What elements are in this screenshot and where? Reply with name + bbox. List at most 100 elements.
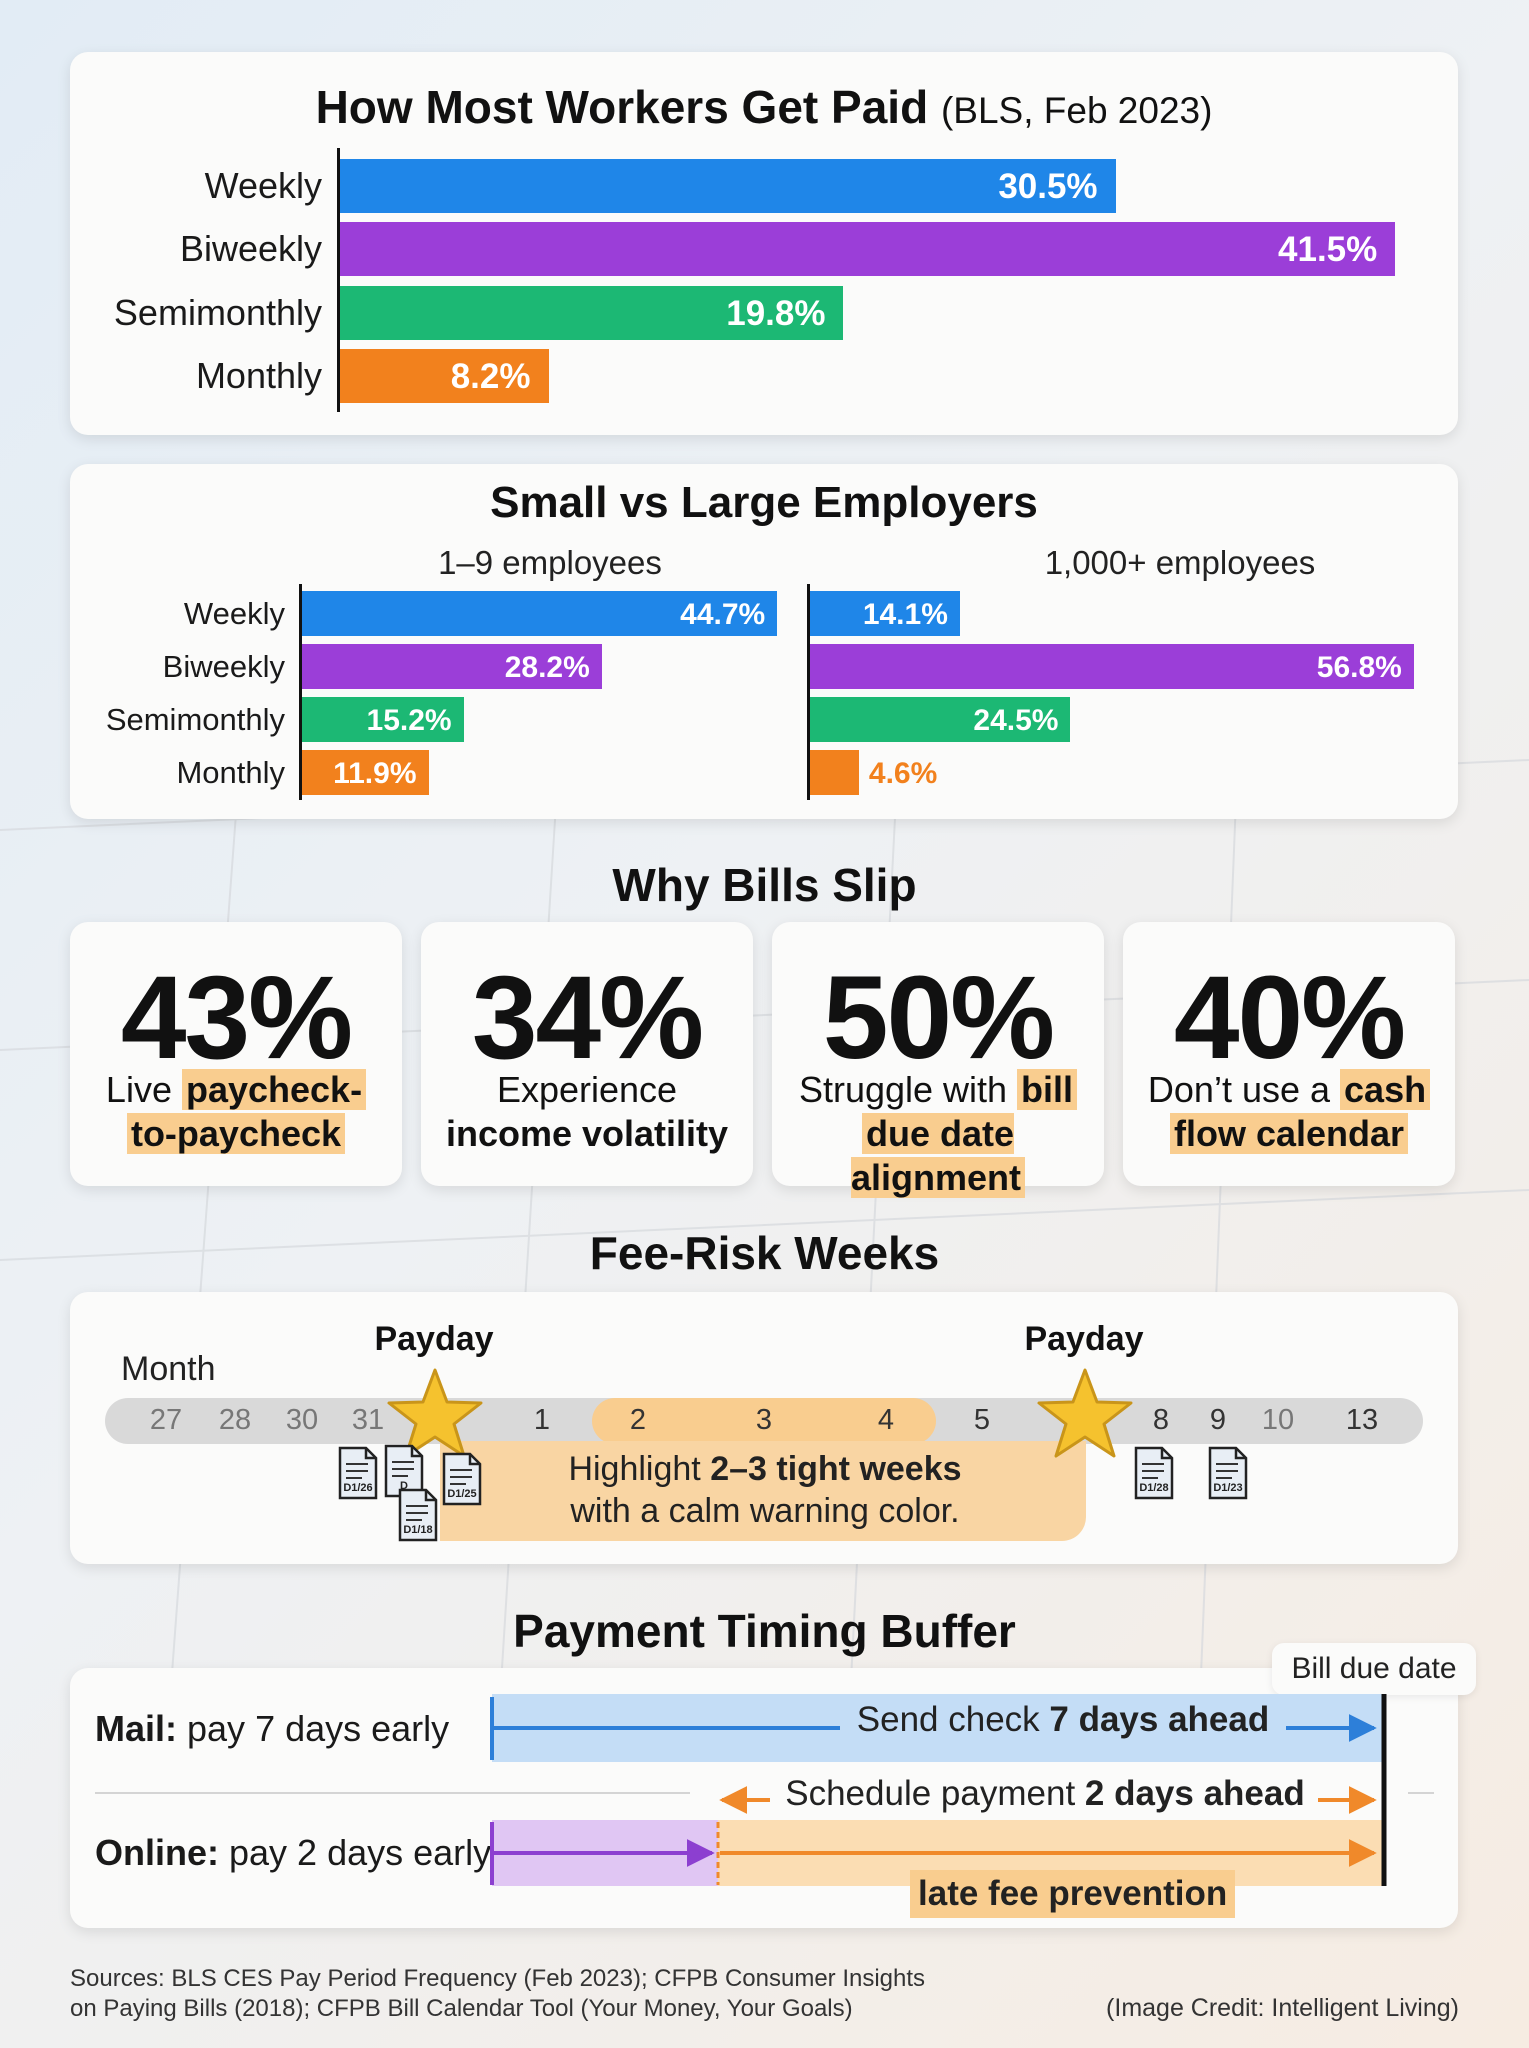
bill-document-date-2: D1/25	[447, 1488, 477, 1500]
employer-size-card: Small vs Large Employers 1–9 employees 1…	[70, 464, 1458, 819]
stat-number-2: 50%	[822, 952, 1055, 1084]
payday-label-1: Payday	[374, 1320, 494, 1358]
stat-text-2: Struggle with bill due date alignment	[772, 1068, 1104, 1200]
late-fee-label: late fee prevention	[910, 1870, 1236, 1918]
employer-size-value-0-monthly: 11.9%	[333, 757, 417, 790]
timeline-day-5: 5	[973, 1404, 991, 1436]
note-text-post: with a calm warning color.	[570, 1492, 960, 1530]
timeline-day-4: 4	[877, 1404, 895, 1436]
stat-pre-1: Experience	[496, 1069, 678, 1110]
employer-size-label-biweekly: Biweekly	[162, 649, 285, 684]
timeline-day-10: 10	[1261, 1404, 1295, 1436]
bill-document-icon-1	[384, 1444, 424, 1498]
mail-label: Mail: pay 7 days early	[95, 1708, 449, 1750]
pay-frequency-value-semimonthly: 19.8%	[726, 294, 826, 333]
timeline-day-8: 8	[1152, 1404, 1170, 1436]
employer-size-value-0-weekly: 44.7%	[680, 598, 766, 631]
timeline-day-28: 28	[218, 1404, 252, 1436]
employer-size-value-0-semimonthly: 15.2%	[366, 704, 452, 737]
pay-frequency-label-biweekly: Biweekly	[179, 228, 322, 269]
stat-number-0: 43%	[120, 952, 353, 1084]
pay-frequency-axis	[337, 148, 340, 412]
employer-size-bar-1-biweekly	[810, 644, 1414, 689]
bill-document-icon-4	[1134, 1446, 1174, 1500]
payday-label-2: Payday	[1024, 1320, 1144, 1358]
pay-frequency-value-monthly: 8.2%	[450, 357, 531, 396]
mail-label-bold: Mail:	[95, 1708, 178, 1749]
stat-line1-3: Don’t use a cash	[1123, 1068, 1455, 1112]
stat-highlight2-3: flow calendar	[1169, 1113, 1409, 1154]
tight-weeks-note-box	[440, 1441, 1086, 1541]
mail-arrow-label-pre: Send check	[856, 1700, 1050, 1739]
schedule-label-bold: 2 days ahead	[1084, 1774, 1305, 1813]
bill-document-date-0: D1/26	[343, 1482, 373, 1494]
image-credit: (Image Credit: Intelligent Living)	[1106, 1994, 1459, 2022]
pay-frequency-title-text: How Most Workers Get Paid	[315, 81, 929, 133]
pay-frequency-bar-weekly	[340, 159, 1116, 213]
fee-risk-title: Fee-Risk Weeks	[589, 1227, 940, 1279]
bill-document-date-5: D1/23	[1213, 1482, 1243, 1494]
employer-size-label-semimonthly: Semimonthly	[105, 702, 285, 737]
stat-mid-1: income volatility	[445, 1113, 729, 1154]
stat-text-0: Live paycheck-to-paycheck	[70, 1068, 402, 1156]
stat-highlight2-0: to-paycheck	[126, 1113, 346, 1154]
section-divider-right	[1408, 1792, 1434, 1794]
payment-buffer-title: Payment Timing Buffer	[513, 1605, 1016, 1657]
stat-highlight1-3: cash	[1340, 1069, 1431, 1110]
timeline-day-27: 27	[149, 1404, 183, 1436]
stat-line1-1: Experience	[421, 1068, 753, 1112]
pay-frequency-bar-semimonthly	[340, 286, 844, 340]
schedule-label-pre: Schedule payment	[785, 1774, 1085, 1813]
month-label: Month	[121, 1350, 216, 1388]
stat-line1-2: Struggle with bill	[772, 1068, 1104, 1112]
schedule-label: Schedule payment 2 days ahead	[778, 1774, 1312, 1814]
mail-arrow-label: Send check 7 days ahead	[848, 1700, 1278, 1740]
tight-weeks-band	[592, 1398, 936, 1444]
employer-size-axis-1	[807, 584, 810, 800]
bill-document-icon-5	[1208, 1446, 1248, 1500]
bill-document-icon-3	[398, 1488, 438, 1542]
stat-card-3: 40% Don’t use a cash flow calendar	[1123, 922, 1455, 1186]
mail-arrow-label-bold: 7 days ahead	[1049, 1700, 1270, 1739]
employer-size-bar-1-semimonthly	[810, 697, 1071, 742]
employer-size-value-0-biweekly: 28.2%	[504, 651, 590, 684]
employer-size-bar-1-monthly	[810, 750, 859, 795]
stat-text-3: Don’t use a cash flow calendar	[1123, 1068, 1455, 1156]
timeline-day-13: 13	[1345, 1404, 1379, 1436]
mail-label-text: pay 7 days early	[177, 1708, 450, 1749]
pay-frequency-value-biweekly: 41.5%	[1278, 230, 1378, 269]
employer-size-value-1-monthly: 4.6%	[868, 757, 938, 790]
stat-text-1: Experience income volatility	[421, 1068, 753, 1156]
bill-document-icon-0	[338, 1446, 378, 1500]
stat-pre-3: Don’t use a	[1147, 1069, 1341, 1110]
stat-highlight1-2: bill	[1017, 1069, 1078, 1110]
note-text-bold: 2–3 tight weeks	[710, 1450, 962, 1488]
tight-weeks-note: Highlight 2–3 tight weeks with a calm wa…	[460, 1448, 1070, 1532]
sources-line-2: on Paying Bills (2018); CFPB Bill Calend…	[70, 1995, 853, 2022]
pay-frequency-bar-monthly	[340, 349, 549, 403]
note-text-pre: Highlight	[568, 1450, 711, 1488]
stat-number-1: 34%	[471, 952, 704, 1084]
section-divider	[95, 1792, 690, 1794]
stat-card-1: 34% Experience income volatility	[421, 922, 753, 1186]
sources: Sources: BLS CES Pay Period Frequency (F…	[70, 1964, 925, 2024]
pay-frequency-label-semimonthly: Semimonthly	[113, 292, 322, 333]
pay-frequency-label-weekly: Weekly	[204, 165, 322, 206]
pay-frequency-title: How Most Workers Get Paid (BLS, Feb 2023…	[70, 80, 1458, 134]
employer-size-bar-0-biweekly	[302, 644, 602, 689]
pay-frequency-label-monthly: Monthly	[195, 355, 322, 396]
pay-frequency-subtitle: (BLS, Feb 2023)	[940, 90, 1213, 131]
stat-pre-0: Live	[105, 1069, 182, 1110]
bill-due-date-label: Bill due date	[1272, 1643, 1476, 1695]
sources-line-1: Sources: BLS CES Pay Period Frequency (F…	[70, 1965, 926, 1992]
timeline-day-9: 9	[1209, 1404, 1227, 1436]
employer-size-label-monthly: Monthly	[176, 755, 285, 790]
online-label: Online: pay 2 days early	[95, 1832, 491, 1874]
employer-size-value-1-biweekly: 56.8%	[1316, 651, 1402, 684]
stat-highlight1-0: paycheck-	[181, 1069, 367, 1110]
timeline-day-3: 3	[755, 1404, 773, 1436]
bill-document-date-4: D1/28	[1139, 1482, 1169, 1494]
online-label-bold: Online:	[95, 1832, 219, 1873]
stat-card-2: 50% Struggle with bill due date alignment	[772, 922, 1104, 1198]
